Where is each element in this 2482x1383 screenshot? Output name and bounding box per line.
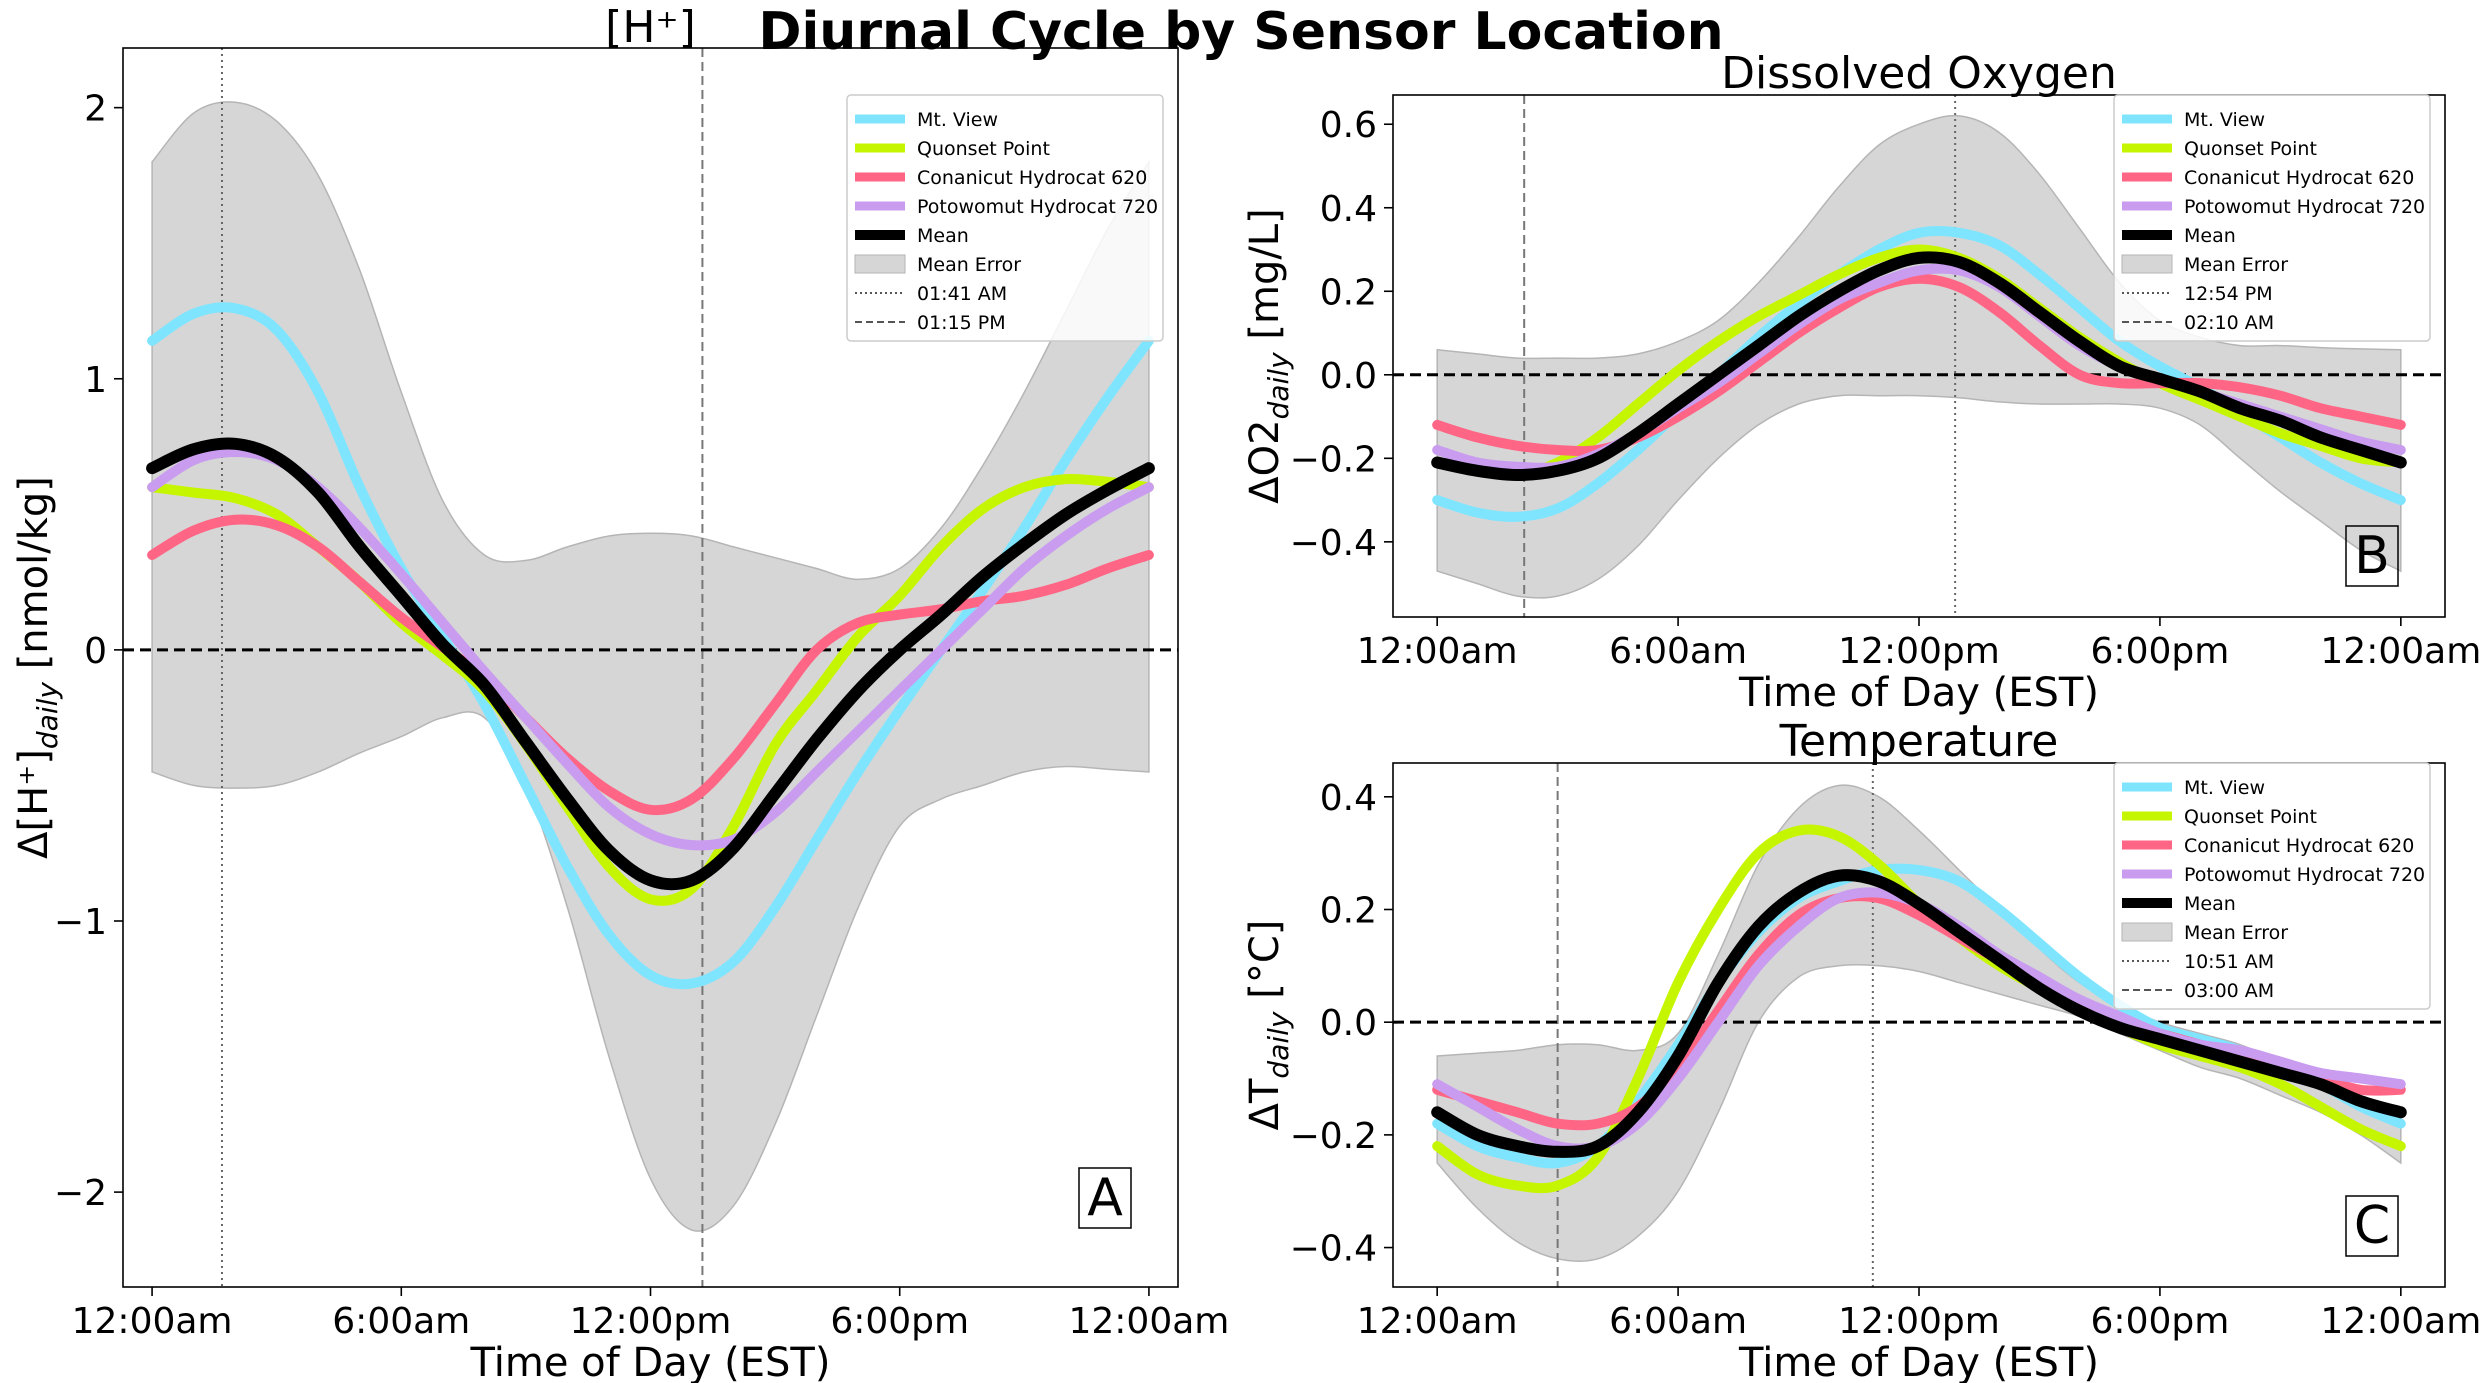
series-line-quonset-point: [1432, 244, 2406, 481]
chart-panel-1: −0.4 −0.2 0.0 0.2 0.4 0.6 12:00am 6:00am 12:00pm…: [1242, 48, 2481, 716]
x-tick-label: 12:00am: [72, 1301, 233, 1342]
series-line-mean: [1431, 251, 2407, 481]
y-axis-label: Δ[H⁺]daily [nmol/kg]: [11, 476, 64, 859]
panel-title: Dissolved Oxygen: [1721, 48, 2117, 99]
legend-box: [2113, 94, 2431, 342]
panel-letter: C: [2354, 1196, 2390, 1256]
x-tick-label: 6:00pm: [2091, 631, 2230, 672]
legend-swatch-band: [2121, 254, 2173, 274]
chart-panel-2: −0.4 −0.2 0.0 0.2 0.4 12:00am 6:00am 12:00pm 6:0…: [1242, 716, 2481, 1383]
legend-label: 12:54 PM: [2184, 283, 2273, 305]
x-tick-label: 6:00pm: [830, 1301, 969, 1342]
panel-letter: B: [2354, 526, 2390, 586]
y-tick-label: 0: [84, 631, 107, 672]
series-line-mean: [146, 437, 1155, 891]
x-tick-label: 12:00am: [1357, 1301, 1518, 1342]
y-tick-label: 0.0: [1320, 1003, 1377, 1044]
x-tick-label: 12:00am: [1068, 1301, 1229, 1342]
legend-label: Conanicut Hydrocat 620: [917, 167, 1147, 189]
legend-label: Quonset Point: [917, 138, 1050, 160]
legend-label: Quonset Point: [2184, 138, 2317, 160]
legend-label: Conanicut Hydrocat 620: [2184, 835, 2414, 857]
y-tick-label: 0.2: [1320, 890, 1377, 931]
error-band: [1436, 114, 2402, 599]
series-line-conanicut-hydrocat-620: [147, 514, 1154, 816]
legend-label: Potowomut Hydrocat 720: [2184, 196, 2425, 218]
legend-label: Mt. View: [2184, 777, 2265, 799]
series-line-mt-view: [147, 302, 1154, 990]
y-tick-label: 0.2: [1320, 272, 1377, 313]
x-tick-label: 6:00am: [1609, 631, 1747, 672]
x-tick-label: 12:00pm: [570, 1301, 732, 1342]
legend-label: Conanicut Hydrocat 620: [2184, 167, 2414, 189]
y-tick-label: −0.4: [1290, 523, 1377, 564]
panel-letter-box: [1078, 1167, 1132, 1229]
y-tick-label: 0.4: [1320, 189, 1377, 230]
x-tick-label: 12:00pm: [1838, 1301, 2000, 1342]
x-tick-label: 12:00am: [2320, 1301, 2481, 1342]
y-axis-label: ΔO2daily [mg/L]: [1242, 208, 1295, 503]
legend-label: Mean Error: [2184, 922, 2288, 944]
legend-label: Mean: [2184, 225, 2236, 247]
x-axis-label: Time of Day (EST): [1738, 1340, 2099, 1383]
y-tick-label: 0.0: [1320, 356, 1377, 397]
legend-label: Mean Error: [2184, 254, 2288, 276]
x-tick-label: 12:00pm: [1838, 631, 2000, 672]
y-tick-label: −0.4: [1290, 1229, 1377, 1270]
y-tick-label: −2: [54, 1173, 107, 1214]
y-tick-label: −0.2: [1290, 1116, 1377, 1157]
legend-box: [846, 94, 1164, 342]
y-axis-label: ΔTdaily [°C]: [1242, 920, 1295, 1131]
x-tick-label: 6:00am: [332, 1301, 470, 1342]
legend-label: Mt. View: [2184, 109, 2265, 131]
y-tick-label: 2: [84, 89, 107, 130]
legend-label: Mean: [917, 225, 969, 247]
panel-title: Temperature: [1779, 716, 2059, 767]
legend-label: Mean Error: [917, 254, 1021, 276]
x-tick-label: 6:00pm: [2091, 1301, 2230, 1342]
x-tick-label: 12:00am: [2320, 631, 2481, 672]
x-axis-label: Time of Day (EST): [470, 1340, 831, 1383]
legend-label: Potowomut Hydrocat 720: [917, 196, 1158, 218]
x-tick-label: 6:00am: [1609, 1301, 1747, 1342]
legend-label: 01:15 PM: [917, 312, 1006, 334]
legend-swatch-band: [854, 254, 906, 274]
y-tick-label: 0.4: [1320, 778, 1377, 819]
chart-panel-0: −2 −1 0 1 2 12:00am 6:00am 12:00pm 6:00pm 12:00am…: [11, 2, 1229, 1383]
legend-box: [2113, 762, 2431, 1010]
legend-label: Mt. View: [917, 109, 998, 131]
y-tick-label: −1: [54, 902, 107, 943]
figure-title: Diurnal Cycle by Sensor Location: [758, 2, 1724, 62]
x-tick-label: 12:00am: [1357, 631, 1518, 672]
y-tick-label: 0.6: [1320, 105, 1377, 146]
panel-letter-box: [2345, 1195, 2399, 1257]
panel-letter-box: [2345, 525, 2399, 587]
legend-label: Mean: [2184, 893, 2236, 915]
legend-swatch-band: [2121, 922, 2173, 942]
legend-label: Quonset Point: [2184, 806, 2317, 828]
legend-label: 10:51 AM: [2184, 951, 2274, 973]
legend-label: 02:10 AM: [2184, 312, 2274, 334]
panel-letter: A: [1087, 1168, 1123, 1228]
panel-title: [H⁺]: [605, 2, 696, 53]
y-tick-label: 1: [84, 360, 107, 401]
x-axis-label: Time of Day (EST): [1738, 670, 2099, 716]
series-line-mean: [1431, 869, 2407, 1158]
legend-label: Potowomut Hydrocat 720: [2184, 864, 2425, 886]
legend-label: 03:00 AM: [2184, 980, 2274, 1002]
legend-label: 01:41 AM: [917, 283, 1007, 305]
y-tick-label: −0.2: [1290, 439, 1377, 480]
